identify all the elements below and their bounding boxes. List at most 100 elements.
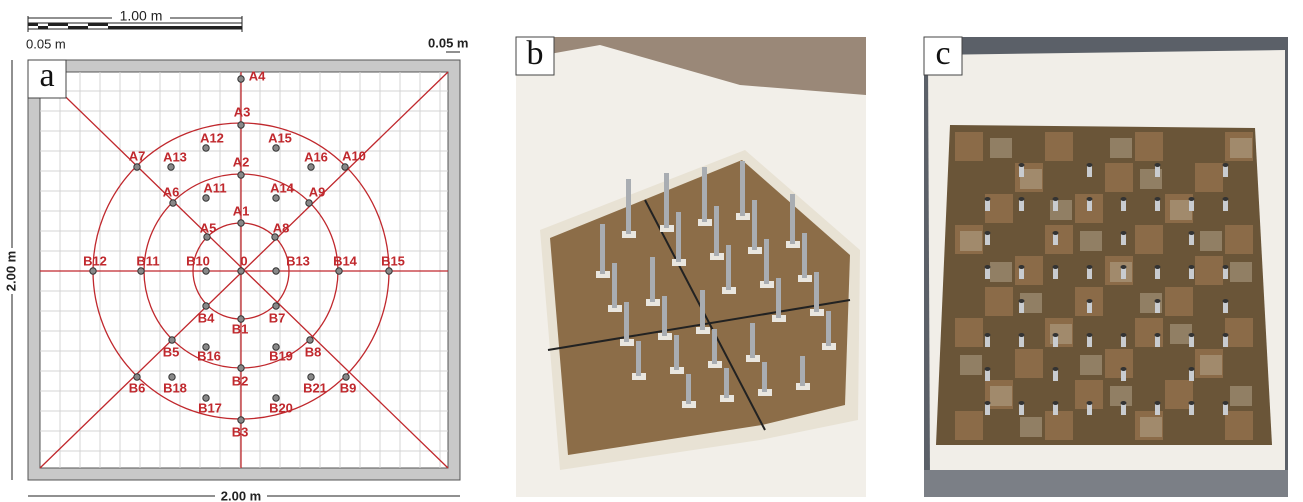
point-label: B10 — [186, 253, 210, 268]
pole — [752, 200, 757, 250]
pole — [776, 278, 781, 318]
pole-top — [1189, 333, 1195, 337]
gravel — [1200, 231, 1222, 251]
measurement-point — [169, 374, 175, 380]
pole-top — [1223, 401, 1229, 405]
measurement-point — [169, 337, 175, 343]
measurement-point — [273, 195, 279, 201]
pole — [636, 341, 641, 376]
pole — [802, 233, 807, 278]
pole — [764, 239, 769, 284]
measurement-point — [90, 268, 96, 274]
soil-tile — [985, 287, 1013, 316]
soil-tile — [1105, 349, 1133, 378]
pole-top — [1189, 197, 1195, 201]
point-label: A10 — [342, 148, 366, 163]
pole — [714, 206, 719, 256]
point-label: B13 — [286, 253, 310, 268]
pole-top — [1121, 401, 1127, 405]
point-label: B21 — [303, 380, 327, 395]
point-label: A9 — [309, 184, 326, 199]
pole — [624, 302, 629, 342]
pole — [676, 212, 681, 262]
pole-top — [1019, 333, 1025, 337]
soil-tile — [1045, 411, 1073, 440]
gravel — [1020, 417, 1042, 437]
gravel — [1170, 324, 1192, 344]
height-label: 2.00 m — [3, 251, 18, 291]
measurement-point — [203, 268, 209, 274]
pole — [700, 290, 705, 330]
pole-top — [1155, 163, 1161, 167]
soil-tile — [1225, 318, 1253, 347]
point-label: B17 — [198, 400, 222, 415]
pole — [664, 173, 669, 228]
pole-top — [1019, 265, 1025, 269]
measurement-point — [336, 268, 342, 274]
pole-top — [1053, 367, 1059, 371]
pole-top — [985, 197, 991, 201]
gravel — [1230, 386, 1252, 406]
pole — [814, 272, 819, 312]
point-label: B5 — [163, 344, 180, 359]
gravel — [1200, 355, 1222, 375]
pole-top — [1121, 231, 1127, 235]
gravel — [1170, 200, 1192, 220]
measurement-point — [238, 172, 244, 178]
measurement-point — [308, 374, 314, 380]
soil-tile — [1165, 287, 1193, 316]
pole-top — [1087, 163, 1093, 167]
pole-top — [1223, 299, 1229, 303]
gravel — [990, 138, 1012, 158]
pole — [712, 329, 717, 364]
soil-tile — [1165, 380, 1193, 409]
soil-tile — [1225, 411, 1253, 440]
pole-top — [1155, 197, 1161, 201]
point-label: 0 — [240, 253, 247, 268]
point-label: A8 — [273, 220, 290, 235]
width-label: 2.00 m — [221, 488, 261, 502]
point-label: B3 — [232, 424, 249, 439]
pole-top — [1019, 299, 1025, 303]
gravel — [1080, 231, 1102, 251]
soil-tile — [955, 132, 983, 161]
pole-top — [1053, 197, 1059, 201]
panel-label: b — [527, 35, 544, 72]
measurement-point — [343, 374, 349, 380]
soil-tile — [1195, 256, 1223, 285]
pole — [726, 245, 731, 290]
measurement-point — [273, 268, 279, 274]
measurement-point — [134, 374, 140, 380]
pole-top — [1019, 401, 1025, 405]
margin-label: 0.05 m — [26, 36, 66, 51]
measurement-point — [203, 145, 209, 151]
pole-top — [1155, 265, 1161, 269]
pole-top — [1087, 333, 1093, 337]
soil-tile — [1105, 163, 1133, 192]
pole-top — [1155, 299, 1161, 303]
photo-c — [924, 37, 1288, 497]
figure: 1.00 m 0.05 m 0.05 m A1A2A3A4A5A6A7A8A9A… — [0, 0, 1303, 502]
margin-label: 0.05 m — [428, 35, 468, 50]
gravel — [1110, 138, 1132, 158]
gravel — [990, 386, 1012, 406]
soil-tile — [955, 411, 983, 440]
point-label: B1 — [232, 321, 249, 336]
pole-top — [985, 367, 991, 371]
pole-top — [1121, 197, 1127, 201]
pole — [790, 194, 795, 244]
measurement-point — [138, 268, 144, 274]
pole-top — [1121, 367, 1127, 371]
pole — [674, 335, 679, 370]
soil-tile — [1135, 132, 1163, 161]
pole-top — [1053, 333, 1059, 337]
measurement-point — [238, 76, 244, 82]
measurement-point — [273, 145, 279, 151]
pole-top — [1053, 401, 1059, 405]
pole — [762, 362, 767, 392]
gravel — [1230, 262, 1252, 282]
point-label: A5 — [200, 220, 217, 235]
point-label: A13 — [163, 149, 187, 164]
measurement-point — [306, 200, 312, 206]
soil-tile — [1045, 225, 1073, 254]
